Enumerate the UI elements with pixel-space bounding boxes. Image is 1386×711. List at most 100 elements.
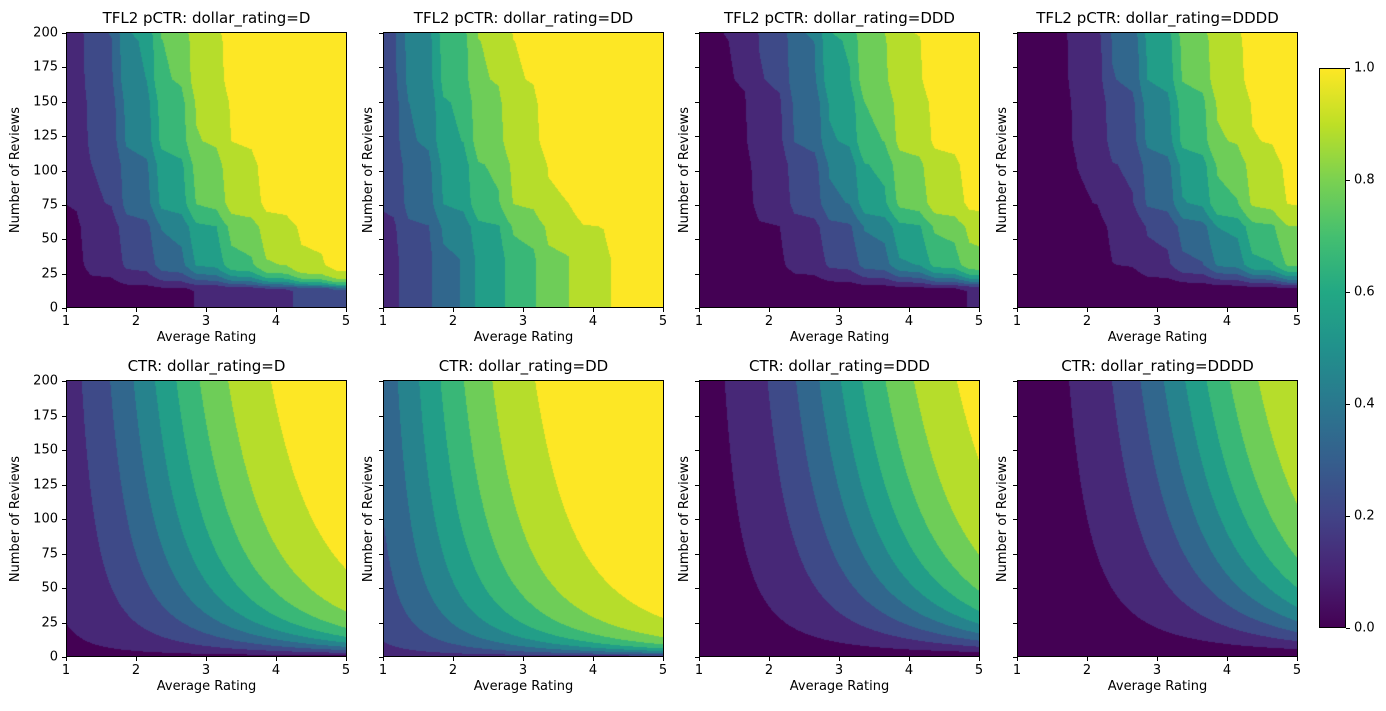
x-tick (1157, 308, 1158, 312)
y-tick-label: 0 (49, 649, 58, 665)
y-tick (1013, 553, 1017, 555)
x-tick-label: 5 (341, 663, 351, 678)
y-tick-label: 150 (33, 94, 58, 110)
y-tick-label: 75 (41, 197, 58, 213)
x-tick (1297, 308, 1298, 312)
y-tick (1013, 484, 1017, 486)
y-tick-label: 175 (33, 408, 58, 423)
y-tick (1013, 519, 1017, 520)
y-tick (62, 273, 66, 275)
y-tick (1013, 136, 1017, 138)
x-tick (1017, 657, 1018, 661)
contour-canvas (66, 32, 347, 308)
x-tick-label: 2 (131, 314, 141, 329)
y-tick (62, 381, 66, 382)
y-tick (1013, 588, 1017, 589)
x-tick-label: 1 (61, 663, 71, 678)
x-tick-label: 4 (1222, 314, 1232, 329)
x-tick-label: 1 (694, 663, 704, 678)
x-tick-label: 5 (658, 314, 668, 329)
plot-title: CTR: dollar_rating=D (127, 357, 286, 375)
y-tick-label: 50 (41, 231, 58, 247)
y-tick-label: 175 (33, 59, 58, 75)
y-tick-label: 200 (33, 25, 58, 41)
x-tick (346, 657, 347, 661)
x-tick-label: 4 (904, 314, 914, 329)
x-tick (383, 308, 384, 312)
y-tick (379, 553, 383, 555)
y-tick (695, 308, 699, 309)
x-tick (593, 308, 594, 312)
y-tick-label: 200 (33, 373, 58, 389)
x-axis-label: Average Rating (473, 679, 574, 694)
x-axis-label: Average Rating (1107, 679, 1208, 694)
plot-title: CTR: dollar_rating=DDD (749, 357, 930, 375)
x-tick (453, 308, 454, 312)
y-tick (695, 67, 699, 69)
x-tick-label: 3 (1152, 314, 1162, 329)
x-tick (839, 657, 840, 661)
plot-title: TFL2 pCTR: dollar_rating=DDDD (1036, 9, 1279, 27)
y-tick (62, 308, 66, 309)
x-tick-label: 4 (588, 663, 598, 678)
x-tick (276, 657, 277, 661)
y-tick (379, 67, 383, 69)
x-tick-label: 2 (131, 663, 141, 678)
y-tick (62, 170, 66, 172)
y-tick (695, 170, 699, 172)
colorbar-tick-label: 0.4 (1354, 396, 1375, 412)
plot-title: CTR: dollar_rating=DDDD (1061, 357, 1254, 375)
y-tick (695, 415, 699, 417)
y-tick (379, 101, 383, 103)
y-tick (695, 657, 699, 658)
x-axis-label: Average Rating (473, 330, 574, 345)
x-tick (66, 308, 67, 312)
y-tick (695, 588, 699, 589)
y-tick-label: 75 (41, 546, 58, 561)
y-tick (695, 239, 699, 241)
y-tick (379, 588, 383, 589)
x-tick (383, 657, 384, 661)
x-tick-label: 5 (341, 314, 351, 329)
y-tick (1013, 101, 1017, 103)
x-tick (523, 657, 524, 661)
y-tick-label: 125 (33, 477, 58, 492)
y-tick-label: 100 (33, 511, 58, 527)
y-tick (1013, 308, 1017, 309)
x-tick-label: 3 (834, 663, 844, 678)
y-tick (62, 553, 66, 555)
x-tick (1017, 308, 1018, 312)
x-axis-label: Average Rating (156, 330, 257, 345)
x-tick-label: 4 (271, 314, 281, 329)
y-tick (695, 273, 699, 275)
x-tick-label: 5 (658, 663, 668, 678)
y-tick (695, 553, 699, 555)
y-tick (1013, 33, 1017, 34)
x-tick (66, 657, 67, 661)
x-tick-label: 3 (518, 663, 528, 678)
x-tick (663, 308, 664, 312)
y-tick (379, 136, 383, 138)
y-tick (62, 239, 66, 241)
y-tick (1013, 170, 1017, 172)
x-tick (769, 308, 770, 312)
x-tick (1157, 657, 1158, 661)
plot-title: TFL2 pCTR: dollar_rating=DD (413, 9, 634, 27)
x-tick-label: 1 (378, 314, 388, 329)
y-tick (379, 204, 383, 206)
y-tick (62, 622, 66, 624)
y-axis-label: Number of Reviews (677, 106, 692, 234)
y-tick (379, 239, 383, 241)
x-tick (979, 308, 980, 312)
y-tick (1013, 415, 1017, 417)
y-tick (1013, 204, 1017, 206)
y-tick (379, 519, 383, 520)
x-tick (1087, 657, 1088, 661)
contour-canvas (383, 32, 664, 308)
y-tick (62, 136, 66, 138)
x-tick-label: 3 (201, 663, 211, 678)
y-tick-label: 25 (41, 266, 58, 282)
colorbar-tick-label: 0.8 (1354, 172, 1375, 188)
colorbar-tick-label: 1.0 (1354, 60, 1375, 76)
x-tick (593, 657, 594, 661)
